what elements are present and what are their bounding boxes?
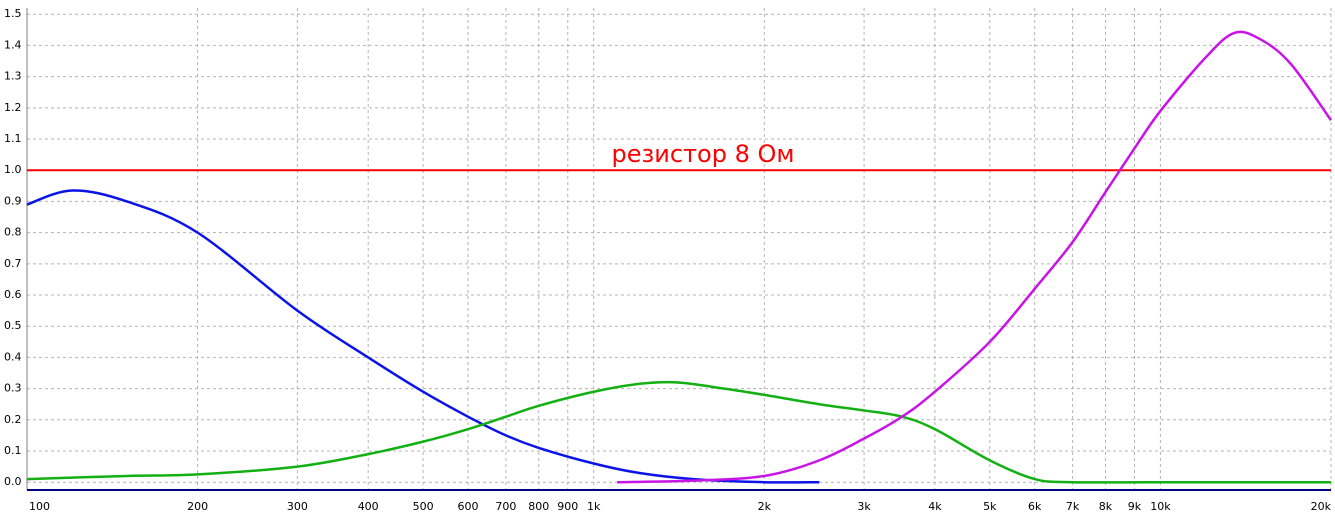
y-tick-label: 1.1 bbox=[4, 132, 22, 145]
y-tick-label: 0.5 bbox=[4, 319, 22, 332]
x-tick-label: 300 bbox=[287, 500, 308, 513]
x-tick-label: 600 bbox=[457, 500, 478, 513]
annotation: резистор 8 Ом bbox=[612, 140, 795, 168]
x-tick-label: 9k bbox=[1128, 500, 1142, 513]
x-tick-label: 3k bbox=[857, 500, 871, 513]
x-tick-label: 7k bbox=[1066, 500, 1080, 513]
y-tick-label: 1.4 bbox=[4, 38, 22, 51]
series-line bbox=[617, 30, 1333, 484]
x-tick-label: 400 bbox=[358, 500, 379, 513]
y-tick-label: 0.7 bbox=[4, 257, 22, 270]
x-tick-label: 500 bbox=[413, 500, 434, 513]
x-tick-label: 700 bbox=[495, 500, 516, 513]
x-tick-label: 20k bbox=[1311, 500, 1332, 513]
y-tick-label: 0.2 bbox=[4, 413, 22, 426]
x-tick-label: 5k bbox=[983, 500, 997, 513]
x-tick-label: 4k bbox=[928, 500, 942, 513]
y-tick-label: 0.4 bbox=[4, 350, 22, 363]
x-tick-label: 10k bbox=[1150, 500, 1171, 513]
y-tick-label: 1.0 bbox=[4, 163, 22, 176]
x-tick-label: 200 bbox=[187, 500, 208, 513]
y-tick-label: 1.2 bbox=[4, 101, 22, 114]
x-tick-label: 8k bbox=[1099, 500, 1113, 513]
y-tick-label: 0.1 bbox=[4, 444, 22, 457]
y-tick-label: 0.8 bbox=[4, 226, 22, 239]
y-tick-label: 0.6 bbox=[4, 288, 22, 301]
y-tick-label: 0.0 bbox=[4, 475, 22, 488]
y-tick-label: 1.3 bbox=[4, 70, 22, 83]
x-tick-label: 2k bbox=[758, 500, 772, 513]
x-tick-label: 6k bbox=[1028, 500, 1042, 513]
x-tick-label: 900 bbox=[557, 500, 578, 513]
x-tick-label: 100 bbox=[29, 500, 50, 513]
series-line bbox=[26, 189, 820, 484]
y-tick-label: 1.5 bbox=[4, 7, 22, 20]
y-tick-label: 0.3 bbox=[4, 382, 22, 395]
series-line bbox=[26, 380, 1331, 484]
x-tick-label: 1k bbox=[587, 500, 601, 513]
y-tick-label: 0.9 bbox=[4, 194, 22, 207]
x-tick-label: 800 bbox=[528, 500, 549, 513]
